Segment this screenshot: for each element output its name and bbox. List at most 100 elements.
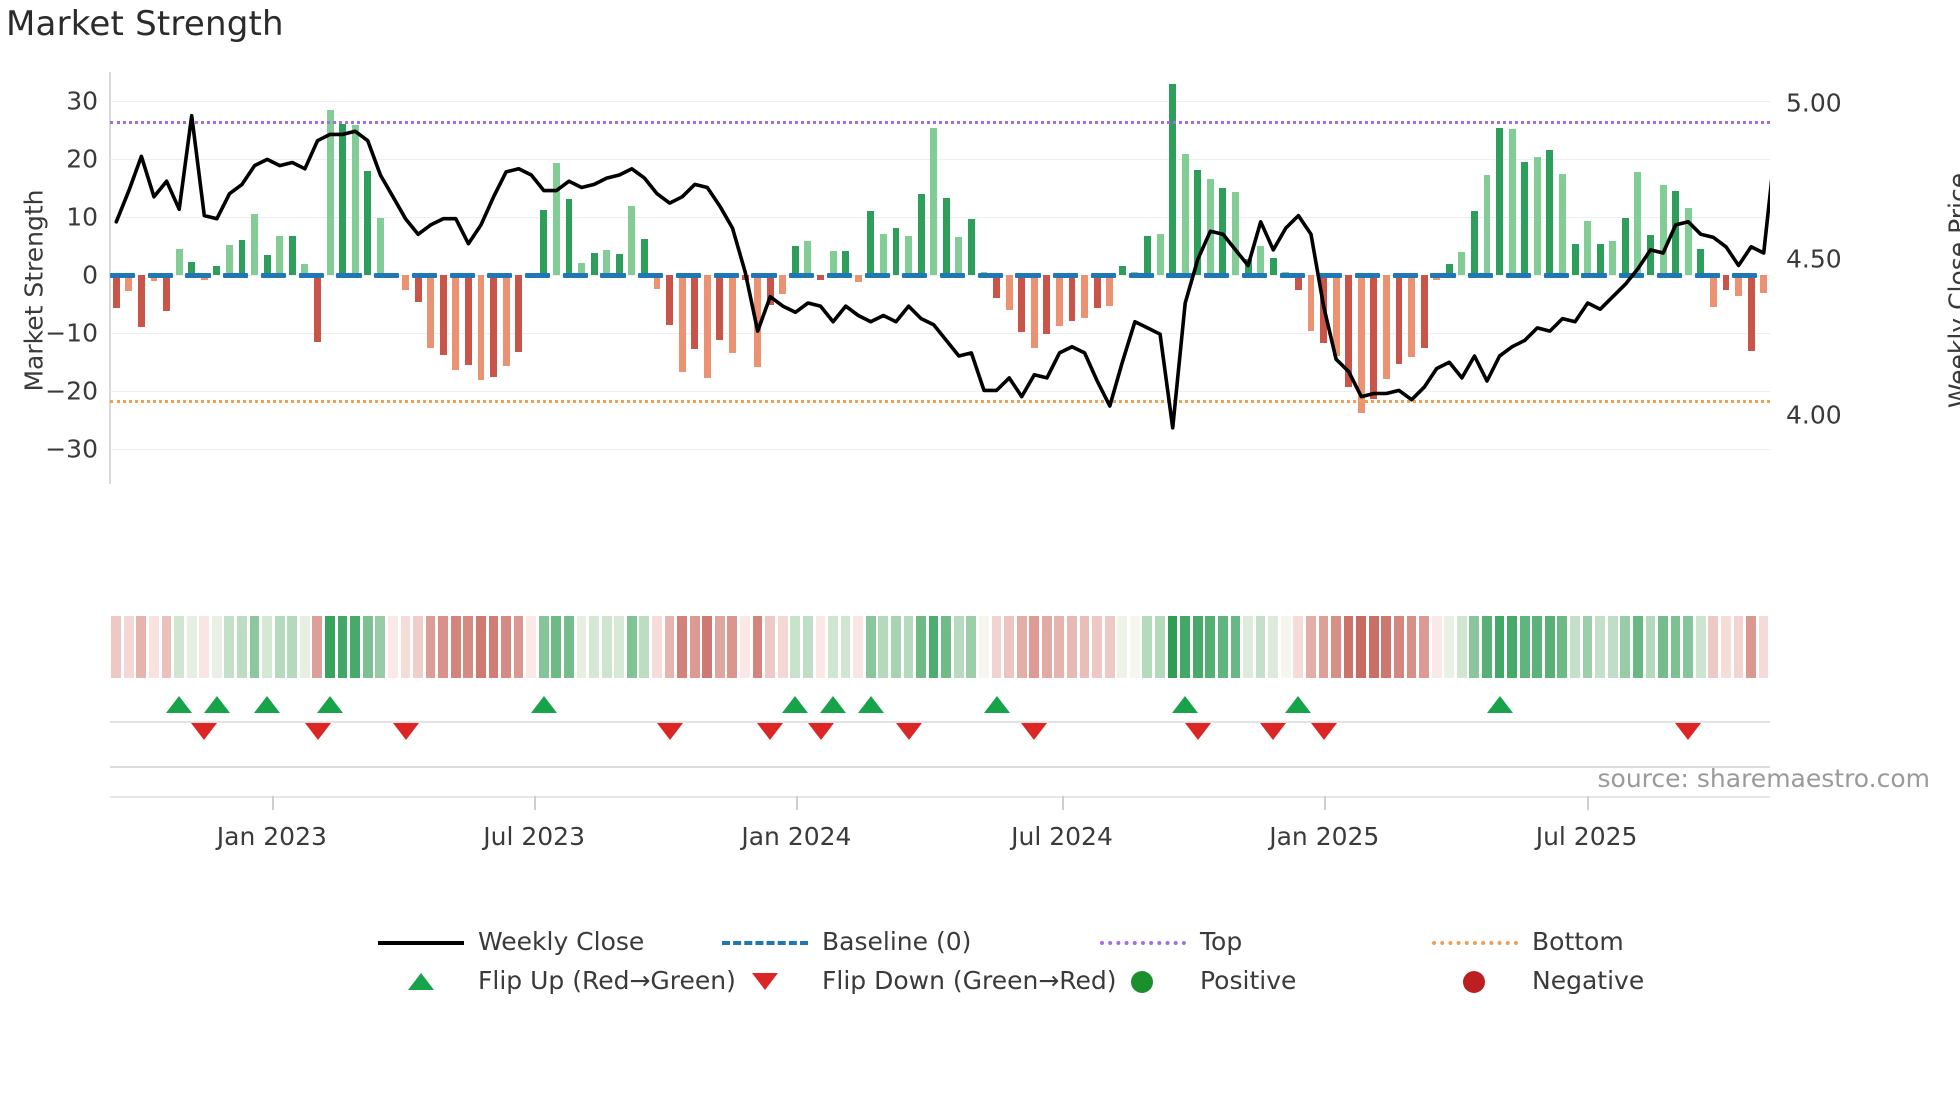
strength-bar: [1521, 161, 1529, 276]
legend-item-bottom[interactable]: Bottom: [1432, 922, 1624, 961]
strength-heat-strip: [110, 616, 1770, 678]
heat-strip-cell: [1607, 616, 1618, 678]
baseline-segment: [638, 273, 664, 279]
heat-strip-cell: [1746, 616, 1756, 678]
strength-bar: [1709, 275, 1717, 307]
heat-strip-cell: [1079, 616, 1090, 678]
heat-strip-cell: [1469, 616, 1480, 678]
x-tick-label: Jan 2024: [741, 822, 852, 851]
heat-strip-cell: [1318, 616, 1329, 678]
heat-strip-cell: [186, 616, 197, 678]
legend-item-flip-down-green-red[interactable]: Flip Down (Green→Red): [722, 961, 1117, 1000]
heat-strip-cell: [790, 616, 801, 678]
strength-bar: [1257, 245, 1265, 276]
legend-item-weekly-close[interactable]: Weekly Close: [378, 922, 644, 961]
strength-bar: [301, 264, 309, 276]
x-tick-label: Jul 2025: [1535, 822, 1638, 851]
heat-strip-cell: [1431, 616, 1442, 678]
strength-bar: [817, 275, 824, 281]
legend-key: [1432, 930, 1518, 954]
baseline-segment: [789, 273, 815, 279]
legend-item-top[interactable]: Top: [1100, 922, 1242, 961]
heat-strip-cell: [1595, 616, 1605, 678]
heat-strip-cell: [312, 616, 323, 678]
heat-strip-cell: [966, 616, 977, 678]
legend-item-positive[interactable]: Positive: [1100, 961, 1296, 1000]
heat-strip-cell: [727, 616, 738, 678]
baseline-segment: [826, 273, 852, 279]
heat-strip-cell: [362, 616, 373, 678]
flip-up-marker: [983, 696, 1010, 713]
baseline-segment: [675, 273, 702, 279]
gridline: [110, 391, 1770, 393]
legend-item-baseline-0[interactable]: Baseline (0): [722, 922, 971, 961]
strength-bar: [1408, 275, 1416, 358]
strength-bar: [1672, 190, 1680, 276]
strength-bar: [1382, 275, 1390, 379]
heat-strip-cell: [475, 616, 486, 678]
heat-strip-cell: [123, 616, 134, 678]
y-axis-left-title: Market Strength: [19, 189, 49, 392]
strength-bar: [603, 249, 611, 276]
strength-bar: [112, 275, 120, 308]
heat-strip-cell: [1230, 616, 1241, 678]
baseline-segment: [1317, 273, 1343, 279]
strength-bar: [1533, 157, 1541, 276]
strength-bar: [1181, 154, 1189, 276]
heat-strip-cell: [1519, 616, 1530, 678]
legend-item-negative[interactable]: Negative: [1432, 961, 1644, 1000]
strength-bar: [502, 275, 510, 366]
baseline-segment: [1581, 273, 1607, 279]
heat-strip-cell: [1092, 616, 1102, 678]
heat-strip-cell: [1368, 616, 1379, 678]
y-axis-right-title: Weekly Close Price: [1943, 172, 1960, 409]
strength-bar: [565, 198, 573, 276]
gridline: [110, 101, 1770, 102]
strength-bar: [729, 275, 736, 354]
legend-row-primary: Weekly Close Baseline (0) Top Bottom: [0, 922, 1960, 961]
weekly-close-line: [114, 113, 1770, 430]
strength-bar: [905, 236, 912, 276]
heat-strip-cell: [1381, 616, 1392, 678]
baseline-segment: [1053, 273, 1079, 279]
heat-strip-cell: [1720, 616, 1731, 678]
strength-bar: [414, 275, 422, 302]
strength-bar: [326, 109, 334, 276]
heat-strip-cell: [1406, 616, 1417, 678]
heat-strip-cell: [652, 616, 662, 678]
heat-strip-cell: [501, 616, 511, 678]
x-tick-label: Jul 2024: [1011, 822, 1113, 851]
heat-strip-cell: [1331, 616, 1341, 678]
dotted-line-icon: [1432, 940, 1518, 945]
legend-item-flip-up-red-green[interactable]: Flip Up (Red→Green): [378, 961, 736, 1000]
heat-strip-cell: [1532, 616, 1543, 678]
strength-bar: [955, 236, 963, 276]
heat-strip-cell: [1570, 616, 1580, 678]
heat-strip-cell: [1180, 616, 1190, 678]
baseline-segment: [1656, 273, 1682, 279]
heat-strip-cell: [1456, 616, 1467, 678]
strength-bar: [892, 227, 900, 276]
strength-bar: [1496, 127, 1504, 276]
heat-strip-cell: [865, 616, 876, 678]
strength-bar: [716, 275, 724, 341]
strength-bar: [1571, 244, 1579, 276]
strength-bar: [1018, 275, 1026, 332]
flip-up-marker: [203, 696, 230, 713]
strength-bar: [1232, 191, 1239, 276]
heat-strip-cell: [953, 616, 964, 678]
strength-bar: [238, 239, 246, 276]
strength-bar: [779, 275, 787, 294]
main-plot-area: [110, 72, 1770, 484]
strength-bar: [1508, 129, 1516, 276]
legend-label: Weekly Close: [478, 927, 645, 956]
strength-bar: [251, 213, 259, 276]
strength-bar: [137, 275, 145, 327]
dashed-line-icon: [722, 940, 808, 945]
strength-bar: [540, 210, 548, 276]
heat-strip-cell: [828, 616, 838, 678]
strength-bar: [1747, 275, 1755, 351]
strength-bar: [175, 248, 183, 276]
strength-bar: [653, 275, 661, 290]
baseline-segment: [1430, 273, 1456, 279]
